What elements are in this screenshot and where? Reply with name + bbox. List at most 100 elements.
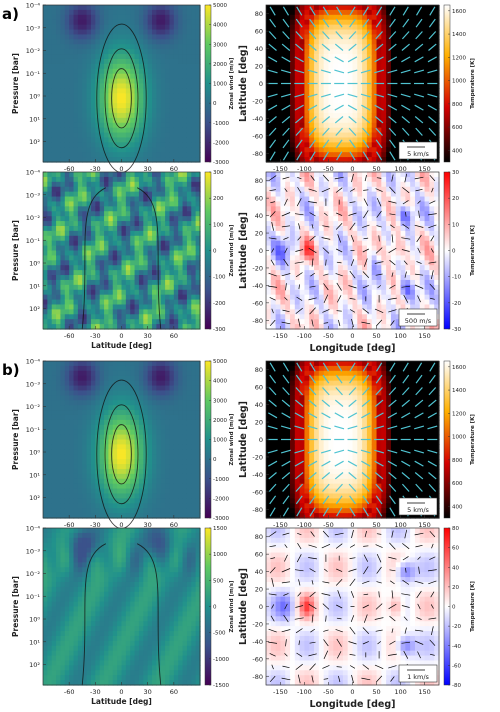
x-tick-label: 50 — [372, 165, 380, 173]
field-cell — [285, 206, 291, 212]
field-cell — [314, 127, 320, 134]
field-cell — [143, 34, 149, 40]
field-cell — [178, 284, 184, 291]
field-cell — [121, 255, 127, 261]
field-cell — [299, 265, 306, 271]
field-cell — [134, 142, 140, 148]
field-cell — [173, 216, 179, 222]
field-cell — [400, 5, 406, 11]
field-cell — [410, 289, 416, 296]
field-cell — [195, 127, 201, 134]
field-cell — [371, 284, 378, 291]
field-cell — [434, 137, 440, 143]
field-cell — [414, 24, 421, 31]
field-cell — [138, 294, 144, 301]
field-cell — [173, 117, 179, 124]
field-cell — [178, 216, 184, 222]
field-cell — [90, 127, 96, 134]
field-cell — [117, 103, 123, 109]
field-cell — [138, 103, 144, 109]
field-cell — [270, 309, 277, 315]
field-cell — [60, 83, 66, 90]
field-cell — [390, 221, 397, 227]
wind-arrow — [294, 104, 304, 111]
wind-arrow — [268, 104, 278, 111]
field-cell — [169, 289, 175, 296]
field-cell — [266, 108, 272, 114]
field-cell — [56, 54, 62, 60]
field-cell — [381, 93, 387, 99]
field-cell — [64, 112, 70, 119]
field-cell — [186, 176, 192, 183]
field-cell — [60, 196, 66, 203]
field-cell — [195, 270, 201, 276]
field-cell — [266, 260, 272, 266]
field-cell — [275, 29, 282, 36]
field-cell — [73, 270, 79, 276]
field-cell — [333, 225, 339, 232]
field-cell — [86, 181, 92, 188]
field-cell — [43, 186, 48, 193]
field-cell — [266, 319, 272, 325]
field-cell — [69, 127, 75, 134]
field-cell — [69, 260, 75, 266]
field-cell — [395, 117, 402, 124]
field-cell — [333, 304, 339, 310]
field-cell — [410, 127, 416, 134]
field-cell — [169, 49, 175, 55]
field-cell — [195, 93, 201, 99]
field-cell — [90, 68, 96, 75]
field-cell — [424, 112, 430, 119]
field-cell — [333, 319, 339, 325]
field-cell — [405, 78, 411, 85]
field-cell — [47, 240, 53, 247]
field-cell — [178, 230, 184, 237]
x-tick-label: 30 — [144, 332, 152, 340]
field-cell — [165, 39, 171, 45]
field-cell — [400, 83, 406, 90]
field-cell — [299, 191, 306, 198]
field-cell — [90, 112, 96, 119]
field-cell — [280, 176, 286, 183]
field-cell — [362, 240, 368, 247]
field-cell — [152, 112, 157, 119]
field-cell — [182, 186, 188, 193]
y-tick-label: 10² — [29, 305, 40, 313]
field-cell — [147, 24, 153, 31]
field-cell — [386, 49, 392, 55]
field-cell — [191, 142, 197, 148]
field-cell — [362, 63, 368, 70]
field-cell — [376, 122, 382, 129]
field-cell — [186, 24, 192, 31]
field-cell — [43, 206, 48, 212]
field-cell — [152, 309, 157, 315]
field-cell — [395, 29, 402, 36]
field-cell — [318, 225, 325, 232]
field-cell — [390, 127, 397, 134]
field-cell — [178, 147, 184, 153]
field-cell — [169, 181, 175, 188]
field-cell — [357, 294, 363, 301]
field-cell — [86, 78, 92, 85]
field-cell — [280, 39, 286, 45]
field-cell — [73, 284, 79, 291]
field-cell — [99, 112, 105, 119]
field-cell — [347, 14, 354, 21]
field-cell — [134, 181, 140, 188]
field-cell — [314, 279, 320, 286]
field-cell — [90, 39, 96, 45]
field-cell — [56, 152, 62, 158]
field-cell — [195, 5, 201, 11]
field-cell — [390, 250, 397, 257]
field-cell — [419, 181, 426, 188]
field-cell — [130, 63, 136, 70]
field-cell — [121, 24, 127, 31]
field-cell — [173, 186, 179, 193]
field-cell — [112, 309, 118, 315]
wind-arrow — [308, 201, 317, 204]
field-cell — [95, 152, 101, 158]
field-cell — [95, 221, 101, 227]
field-cell — [169, 176, 175, 183]
field-cell — [191, 34, 197, 40]
field-cell — [266, 34, 272, 40]
